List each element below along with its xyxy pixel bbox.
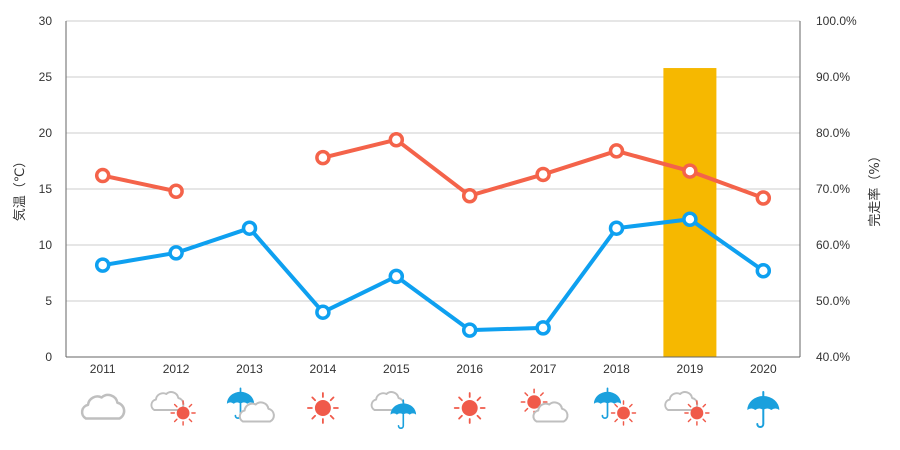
data-point [388,268,405,285]
data-point [315,149,331,166]
y-tick-right: 90.0% [816,70,850,84]
data-point [388,131,405,148]
sun-icon [453,392,486,424]
y-tick-left: 25 [39,70,53,84]
y-axis-right-title: 完走率（%） [867,149,883,226]
weather-cell [370,391,417,429]
x-tick: 2014 [310,362,337,376]
data-point [94,257,111,273]
data-point [755,190,772,206]
y-tick-right: 40.0% [816,350,850,364]
data-point [535,166,551,183]
umbrella-icon [390,399,417,429]
x-tick: 2011 [90,362,116,376]
y-tick-left: 15 [39,182,53,196]
weather-cell [593,387,637,426]
x-tick: 2012 [163,362,190,376]
y-axis-left-title: 気温（℃） [12,155,28,222]
data-point [94,167,111,184]
x-tick: 2019 [677,362,704,376]
series-line-1 [100,217,766,333]
weather-cell [80,393,126,420]
data-point [168,183,184,199]
sun-icon [610,400,637,426]
weather-cell [453,392,486,424]
y-tick-left: 30 [39,14,53,28]
y-tick-right: 70.0% [816,182,850,196]
weather-cell [150,391,196,426]
y-tick-left: 10 [39,238,53,252]
y-tick-right: 100.0% [816,14,857,28]
data-point [535,320,551,336]
sun-icon [306,392,339,424]
data-point [755,263,772,279]
y-tick-left: 20 [39,126,53,140]
data-point [682,211,698,227]
y-tick-right: 80.0% [816,126,850,140]
axes [65,21,801,358]
data-point [168,245,184,261]
data-point [682,163,698,179]
data-point [315,304,331,320]
data-point [241,220,258,236]
y-tick-right: 60.0% [816,238,850,252]
cloud-icon [664,391,699,411]
sun-icon [684,400,710,426]
y-tick-left: 5 [45,294,52,308]
umbrella-icon [593,387,622,419]
cloud-icon [532,401,569,423]
umbrella-icon [747,391,780,428]
x-tick: 2018 [603,362,630,376]
weather-cell [306,392,339,424]
data-point [461,322,478,338]
weather-cell [226,387,275,423]
weather-cell [747,391,780,428]
data-point [608,220,625,236]
data-point [461,187,478,204]
weather-icons [80,387,780,429]
x-tick: 2020 [750,362,777,376]
series-layer [94,131,772,338]
cloud-icon [238,401,275,423]
weather-cell [664,391,710,426]
data-point [608,143,625,159]
x-tick: 2017 [530,362,557,376]
y-tick-left: 0 [45,350,52,364]
weather-cell [520,388,569,423]
tick-labels: 0 5 10 15 20 25 30 40.0% 50.0% 60.0% 70.0% 80.0% 90.… [39,14,857,376]
cloud-icon [80,393,126,420]
sun-icon [170,400,196,426]
x-tick: 2016 [456,362,483,376]
series-line-0 [100,173,179,194]
cloud-icon [150,391,185,411]
x-tick: 2013 [236,362,263,376]
y-tick-right: 50.0% [816,294,850,308]
x-tick: 2015 [383,362,410,376]
